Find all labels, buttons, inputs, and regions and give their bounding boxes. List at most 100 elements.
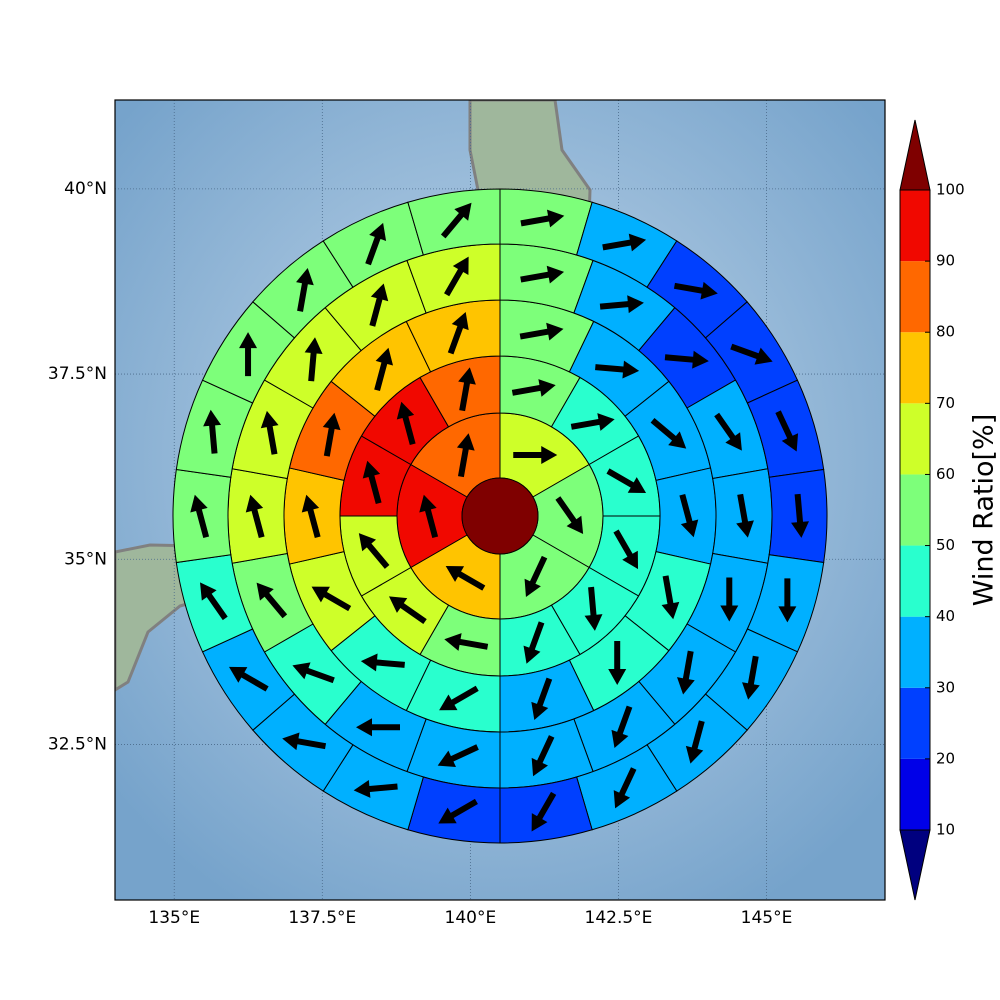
wind-arrow	[440, 202, 472, 239]
wind-arrow	[353, 779, 398, 798]
wind-arrow	[714, 412, 742, 451]
colorbar: 10 20 30 40 50 60 70 80 90 100	[899, 119, 965, 901]
wind-arrow	[595, 360, 640, 379]
colorbar-segment	[900, 403, 930, 475]
wind-arrow	[245, 494, 265, 539]
wind-arrow	[458, 367, 476, 412]
wind-arrow	[438, 798, 478, 824]
wind-arrow	[369, 283, 389, 327]
wind-arrow	[374, 347, 394, 392]
colorbar-tick-label: 20	[936, 749, 955, 767]
wind-arrow	[673, 281, 718, 300]
wind-arrow	[778, 578, 797, 623]
wind-arrow	[606, 468, 647, 493]
wind-arrow	[661, 575, 680, 620]
wind-arrow	[531, 735, 555, 777]
wind-arrow	[608, 640, 627, 685]
colorbar-segment	[900, 332, 930, 404]
wind-arrow	[292, 662, 335, 684]
wind-arrow	[301, 494, 321, 539]
wind-arrow	[356, 718, 400, 737]
wind-arrow	[611, 705, 633, 748]
wind-arrow	[520, 209, 565, 228]
wind-arrow	[203, 409, 222, 454]
wind-arrow	[791, 493, 809, 538]
colorbar-segment	[900, 687, 930, 759]
colorbar-tick-label: 10	[936, 821, 955, 839]
colorbar-tick-label: 50	[936, 536, 955, 554]
wind-arrow	[239, 332, 258, 377]
colorbar-tick-label: 30	[936, 678, 955, 696]
wind-arrow	[445, 566, 486, 591]
wind-arrow	[447, 312, 469, 355]
wind-arrow	[531, 791, 557, 832]
wind-arrow	[599, 295, 644, 314]
y-tick-label: 35°N	[64, 549, 107, 569]
wind-arrow	[730, 343, 773, 365]
colorbar-tick-label: 90	[936, 252, 955, 270]
wind-arrow	[190, 494, 210, 539]
wind-arrow	[282, 732, 327, 751]
wind-arrow	[419, 494, 439, 539]
wind-arrow	[311, 586, 352, 612]
center-cell	[461, 477, 539, 555]
y-tick-label: 32.5°N	[48, 734, 107, 754]
colorbar-frame	[899, 189, 931, 831]
wind-arrow	[362, 460, 382, 504]
wind-arrow	[296, 267, 314, 312]
x-tick-label: 142.5°E	[585, 908, 653, 928]
wind-arrow	[555, 496, 584, 535]
colorbar-segment	[900, 474, 930, 546]
x-tick-label: 140°E	[445, 908, 497, 928]
wind-arrow	[613, 529, 639, 570]
y-tick-label: 40°N	[64, 179, 107, 199]
colorbar-tick-label: 100	[936, 181, 965, 199]
wind-arrow	[742, 655, 760, 700]
wind-arrow	[511, 379, 556, 397]
wind-arrow	[664, 350, 709, 369]
wind-arrow	[523, 621, 545, 664]
colorbar-segment	[900, 190, 930, 262]
wind-arrow	[200, 582, 228, 621]
wind-arrow	[524, 555, 548, 597]
colorbar-tick-label: 40	[936, 607, 955, 625]
colorbar-tick-label: 80	[936, 323, 955, 341]
wind-arrow	[570, 413, 615, 431]
wind-arrow	[304, 337, 323, 382]
wind-arrow	[513, 445, 558, 464]
wind-arrow	[677, 650, 695, 695]
x-tick-label: 145°E	[741, 908, 793, 928]
colorbar-segment	[900, 616, 930, 688]
wind-arrow	[228, 666, 269, 692]
polar-grid	[172, 188, 828, 844]
wind-arrow	[650, 417, 687, 449]
colorbar-tick-label: 60	[936, 465, 955, 483]
colorbar-segment	[900, 758, 930, 830]
wind-arrow	[602, 233, 647, 252]
colorbar-over	[899, 119, 931, 191]
wind-arrow	[388, 596, 427, 625]
wind-arrow	[396, 401, 416, 446]
wind-arrow	[358, 533, 390, 569]
colorbar-segment	[900, 261, 930, 333]
wind-arrow	[775, 410, 799, 452]
wind-arrow	[360, 653, 405, 672]
wind-arrow	[519, 322, 564, 341]
wind-arrow	[679, 493, 699, 538]
wind-arrow	[322, 412, 341, 457]
wind-arrow	[260, 410, 279, 455]
axes-frame	[114, 99, 886, 901]
wind-arrow	[437, 744, 479, 767]
x-tick-label: 137.5°E	[288, 908, 356, 928]
wind-arrow	[256, 582, 288, 619]
wind-arrow	[456, 433, 475, 478]
colorbar-tick-label: 70	[936, 394, 955, 412]
wind-arrow	[685, 720, 705, 764]
wind-arrow	[439, 685, 479, 711]
wind-arrow	[613, 767, 637, 809]
wind-arrow	[365, 222, 387, 266]
colorbar-under	[899, 829, 931, 901]
wind-arrow	[520, 265, 565, 284]
wind-arrow	[444, 633, 489, 651]
